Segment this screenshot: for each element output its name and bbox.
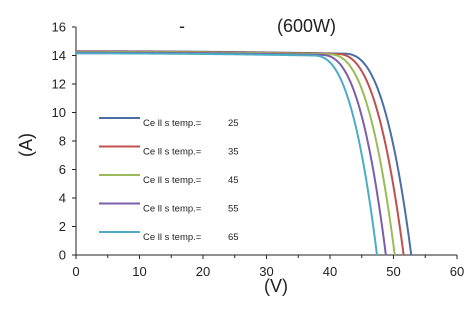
x-tick-label: 50 [386,264,400,279]
legend-label: Ce ll s temp.= [143,232,202,243]
series-line-65 [76,52,378,256]
legend-label: Ce ll s temp.= [143,175,202,186]
y-tick-label: 8 [59,134,66,149]
chart-title-left: - [179,16,185,36]
x-tick-label: 10 [132,264,146,279]
x-tick-label: 0 [72,264,79,279]
y-tick-label: 6 [59,162,66,177]
legend-label: Ce ll s temp.= [143,147,202,158]
y-tick-label: 12 [52,77,66,92]
y-tick-label: 2 [59,219,66,234]
legend-value: 45 [228,175,239,186]
legend-value: 25 [228,118,239,129]
y-tick-label: 0 [59,248,66,263]
y-tick-label: 10 [52,105,66,120]
y-axis-ticks: 0 2 4 6 8 10 12 14 16 [52,20,76,263]
chart-title-right: (600W) [277,16,336,36]
y-tick-label: 16 [52,20,66,35]
y-axis-label: (A) [16,133,36,157]
y-tick-label: 4 [59,191,66,206]
legend-value: 65 [228,232,239,243]
x-tick-label: 20 [196,264,210,279]
y-tick-label: 14 [52,48,66,63]
legend: Ce ll s temp.= 25 Ce ll s temp.= 35 Ce ll s … [99,117,239,243]
chart-title: - (600W) [179,16,336,36]
x-tick-label: 40 [323,264,337,279]
x-axis-ticks: 0 10 20 30 40 50 60 [72,255,464,279]
series-line-35 [76,50,405,256]
legend-value: 55 [228,204,239,215]
legend-label: Ce ll s temp.= [143,118,202,129]
legend-value: 35 [228,147,239,158]
x-tick-label: 60 [450,264,464,279]
x-axis-label: (V) [264,276,288,296]
legend-label: Ce ll s temp.= [143,204,202,215]
x-tick-label: 30 [259,264,273,279]
series-lines [75,50,413,256]
